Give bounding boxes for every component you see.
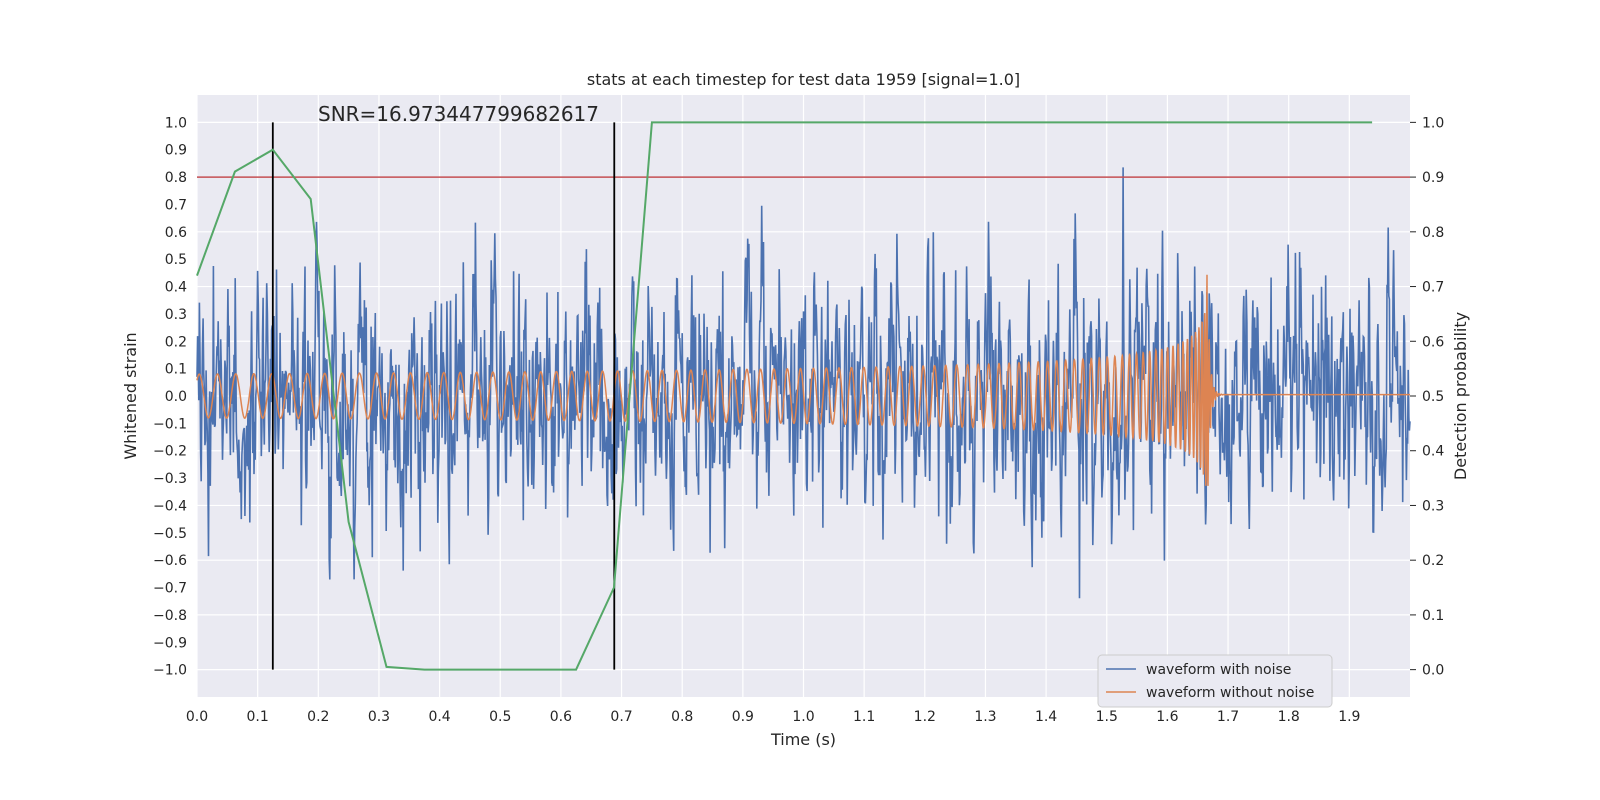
y-tick-label-left: −1.0 [153,663,187,679]
x-tick-label: 0.2 [307,709,329,725]
y-tick-label-left: −0.7 [153,581,187,597]
y-tick-label-right: 0.5 [1422,389,1444,405]
plot-area [196,121,1411,671]
legend-box [1097,654,1333,708]
y-tick-label-right: 0.9 [1422,170,1444,186]
y-tick-label-left: 0.3 [165,307,187,323]
y-tick-label-left: −0.2 [153,444,187,460]
y-tick-label-left: −0.8 [153,608,187,624]
y-tick-label-right: 0.1 [1422,608,1444,624]
legend: waveform with noise waveform without noi… [1097,654,1333,708]
y-tick-label-left: −0.1 [153,416,187,432]
y-axis-label-right: Detection probability [1451,312,1470,480]
y-tick-label-right: 0.8 [1422,225,1444,241]
x-tick-label: 1.5 [1096,709,1118,725]
y-tick-label-left: −0.5 [153,526,187,542]
x-tick-label: 0.9 [732,709,754,725]
x-ticks: 0.0 0.1 0.2 0.3 0.4 0.5 0.6 0.7 0.8 0.9 1.0 1.1 1.2 1… [186,709,1361,725]
y-tick-label-right: 1.0 [1422,115,1444,131]
x-tick-label: 0.4 [428,709,450,725]
x-tick-label: 1.8 [1278,709,1300,725]
y-ticks-left: 1.0 0.9 0.8 0.7 0.6 0.5 0.4 0.3 0.2 0.1 0.0 −0.1 −0.… [153,115,187,678]
x-tick-label: 1.3 [974,709,996,725]
y-tick-label-left: 0.9 [165,143,187,159]
y-tick-label-left: −0.6 [153,553,187,569]
chart-title: stats at each timestep for test data 195… [587,70,1020,89]
y-tick-label-left: 1.0 [165,115,187,131]
x-tick-label: 0.1 [247,709,269,725]
y-tick-label-right: 0.3 [1422,498,1444,514]
x-tick-label: 1.9 [1338,709,1360,725]
y-axis-label-left: Whitened strain [121,332,140,459]
x-tick-label: 1.4 [1035,709,1057,725]
y-tick-label-left: −0.9 [153,635,187,651]
legend-label-clean: waveform without noise [1146,685,1314,701]
y-tick-label-right: 0.0 [1422,663,1444,679]
y-tick-label-right: 0.4 [1422,444,1444,460]
x-tick-label: 0.3 [368,709,390,725]
y-tick-label-left: −0.4 [153,498,187,514]
x-tick-label: 1.2 [914,709,936,725]
y-tick-label-left: 0.2 [165,334,187,350]
x-tick-label: 0.8 [671,709,693,725]
y-ticks-right: 1.0 0.9 0.8 0.7 0.6 0.5 0.4 0.3 0.2 0.1 0.0 [1410,115,1444,679]
x-tick-label: 1.6 [1156,709,1178,725]
y-tick-label-left: 0.8 [165,170,187,186]
waveform-without-noise-line [196,274,1410,486]
x-tick-label: 1.0 [792,709,814,725]
y-tick-label-left: 0.6 [165,225,187,241]
x-tick-label: 0.0 [186,709,208,725]
y-tick-label-left: 0.5 [165,252,187,268]
x-tick-label: 1.1 [853,709,875,725]
legend-label-noisy: waveform with noise [1146,662,1291,678]
x-tick-label: 0.7 [610,709,632,725]
y-tick-label-left: 0.4 [165,280,187,296]
y-tick-label-left: 0.1 [165,362,187,378]
y-tick-label-right: 0.6 [1422,334,1444,350]
y-tick-label-left: 0.7 [165,197,187,213]
y-tick-label-right: 0.2 [1422,553,1444,569]
y-tick-label-left: −0.3 [153,471,187,487]
y-tick-label-right: 0.7 [1422,280,1444,296]
x-tick-label: 0.6 [550,709,572,725]
y-tick-label-left: 0.0 [165,389,187,405]
x-tick-label: 1.7 [1217,709,1239,725]
detection-probability-line [196,121,1373,671]
x-tick-label: 0.5 [489,709,511,725]
snr-annotation: SNR=16.973447799682617 [318,102,599,126]
x-axis-label: Time (s) [770,730,836,749]
